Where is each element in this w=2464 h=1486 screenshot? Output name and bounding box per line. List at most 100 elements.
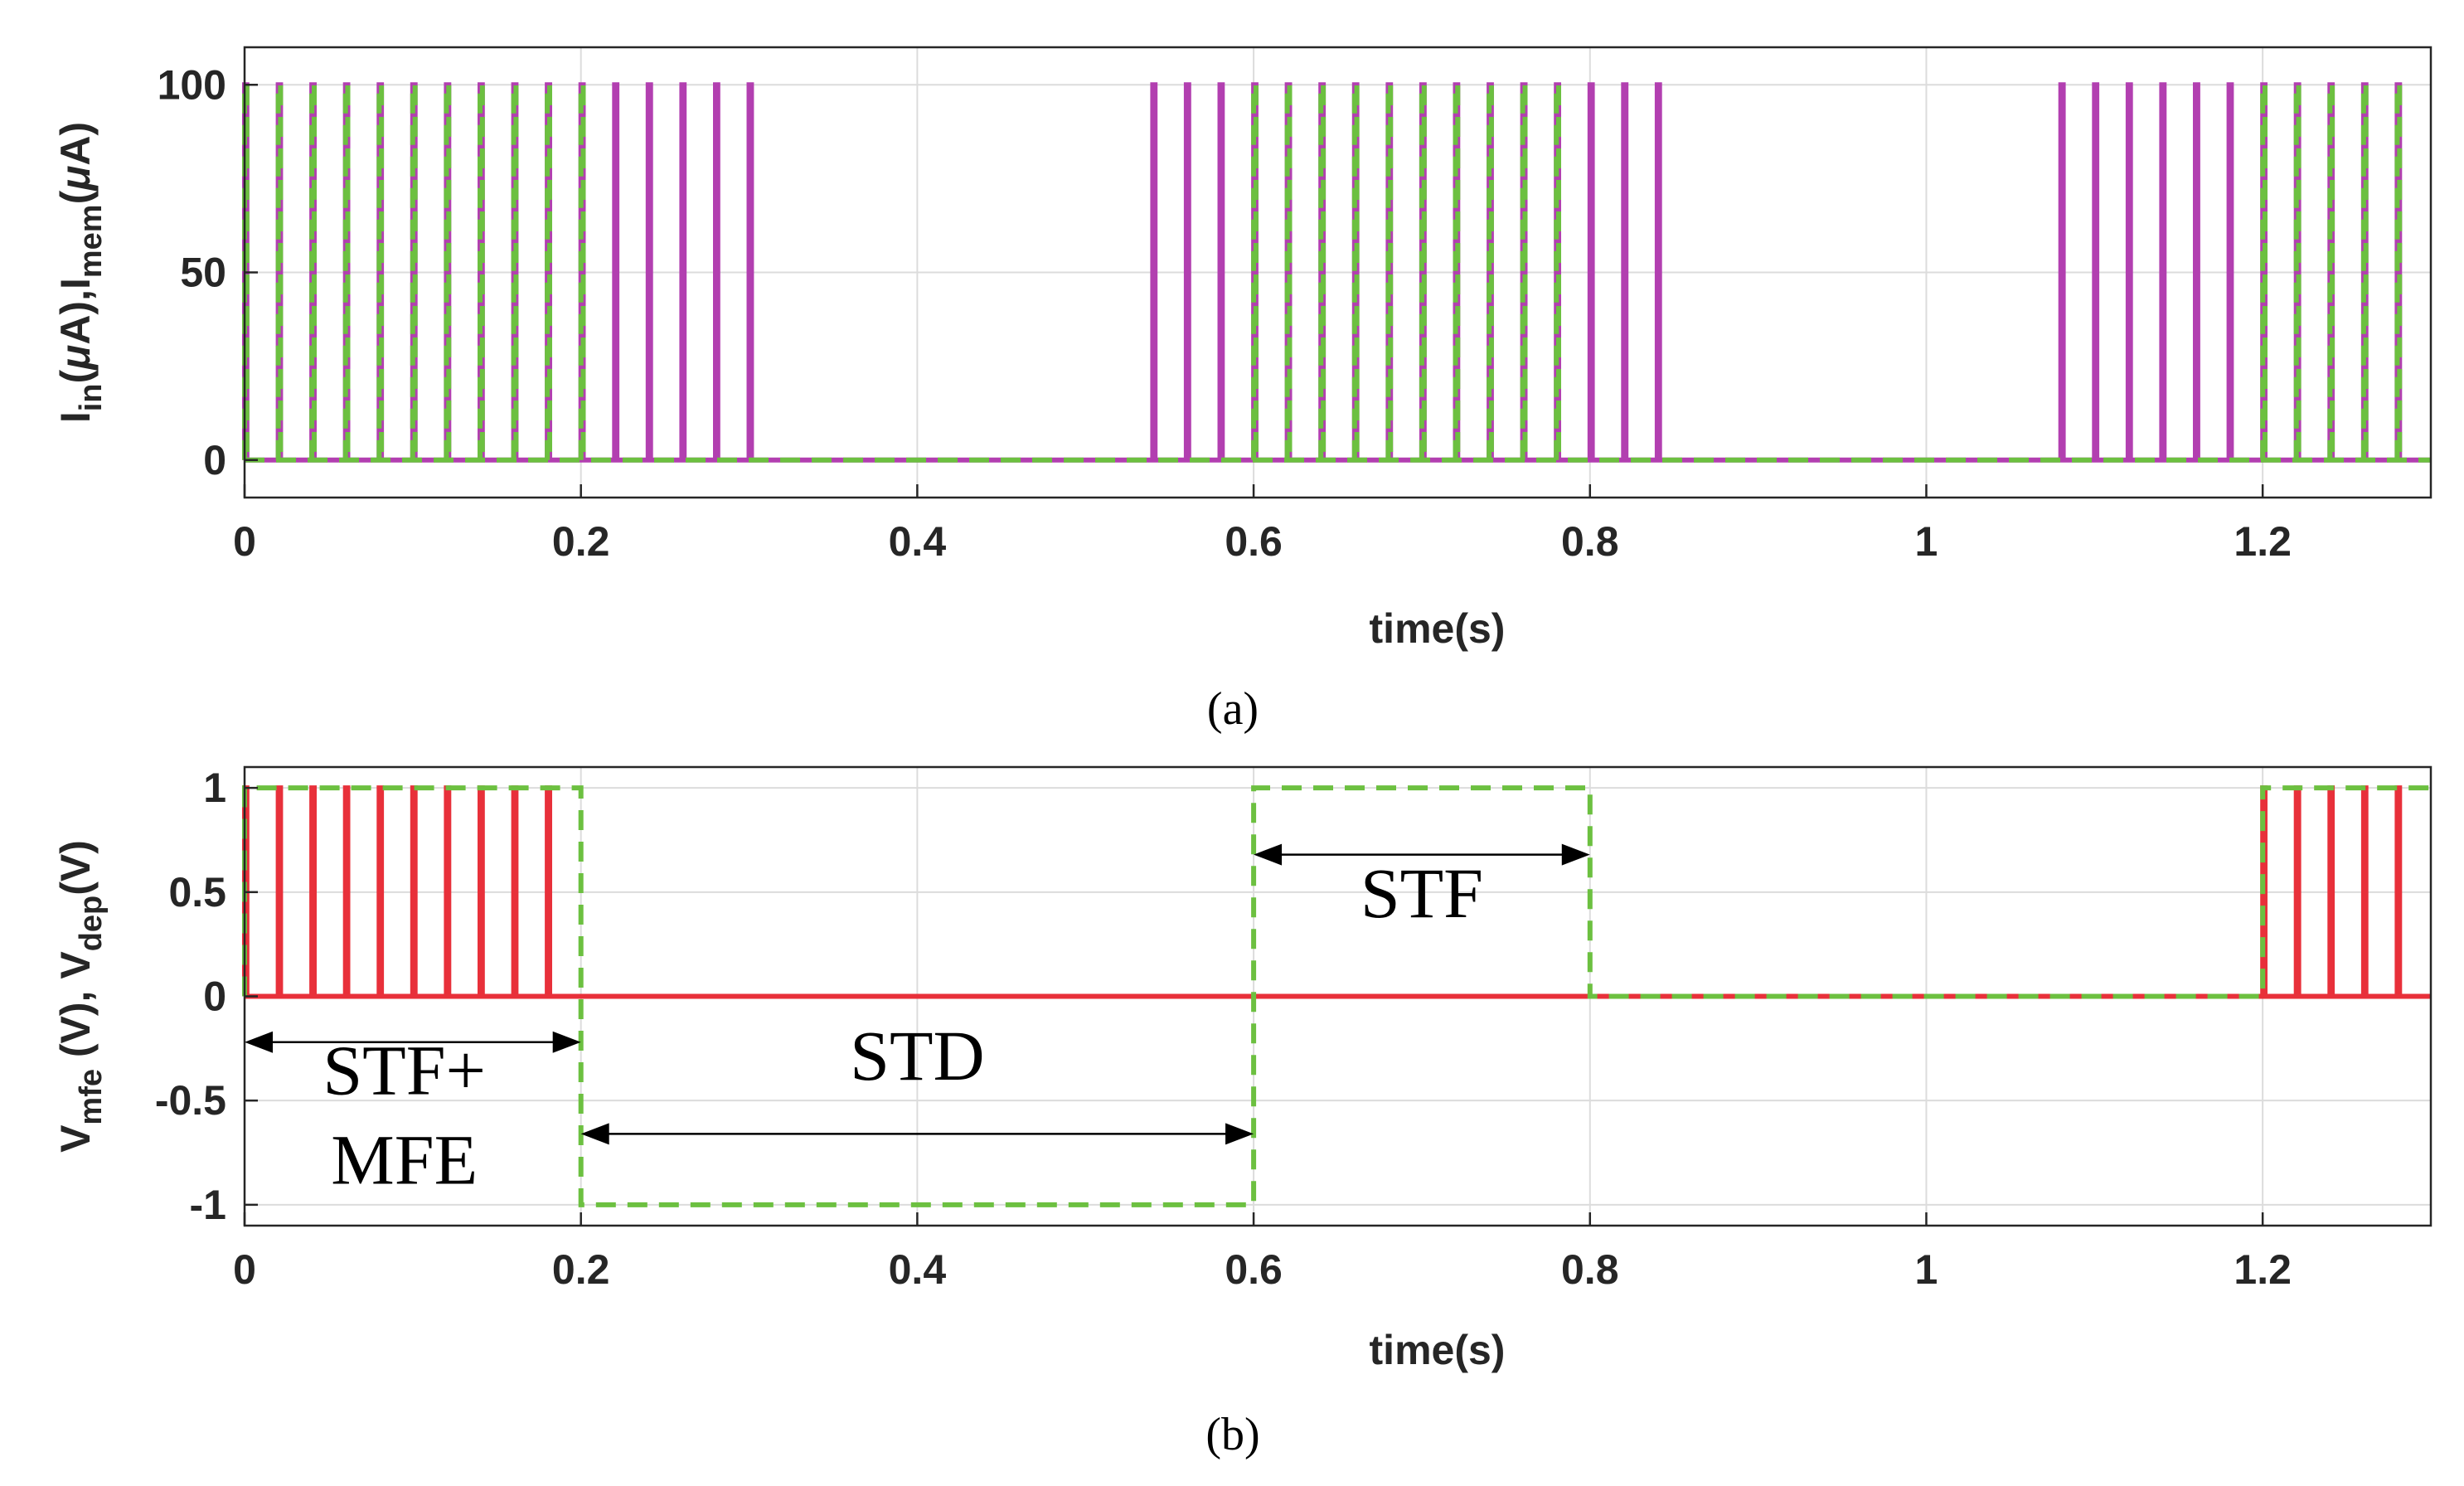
ytick-label-a-1: 50	[180, 250, 226, 296]
series-v-mfe-pulse-13	[2360, 785, 2369, 997]
caption-a: (a)	[1207, 683, 1259, 735]
annotation-stf-mfe-arrowhead-right	[552, 1031, 581, 1053]
y-axis-label-part: in	[74, 383, 109, 411]
series-i-in-pulse-13	[679, 82, 687, 460]
y-axis-label-part: dep	[74, 896, 109, 952]
series-v-mfe-pulse-1	[275, 785, 284, 997]
series-i-in-pulse-31	[1654, 82, 1662, 460]
y-axis-label-part: μ	[52, 166, 99, 192]
series-i-in-pulse-10	[578, 82, 586, 460]
ytick-label-a-0: 0	[203, 437, 226, 483]
xtick-label-a-6: 1.2	[2234, 518, 2292, 565]
series-i-in-pulse-8	[511, 82, 519, 460]
series-i-in-pulse-16	[1150, 82, 1158, 460]
series-v-mfe-pulse-3	[342, 785, 351, 997]
series-i-in-pulse-20	[1284, 82, 1293, 460]
annotation-stf-mfe-label-1: MFE	[331, 1120, 478, 1200]
y-axis-label-b: Vmfe (V), Vdep(V)	[52, 840, 109, 1153]
series-i-in-pulse-28	[1554, 82, 1561, 460]
y-axis-label-part: I	[52, 411, 99, 423]
series-i-in-pulse-38	[2260, 82, 2268, 460]
series-i-in-pulse-36	[2193, 82, 2200, 460]
series-i-in-pulse-9	[545, 82, 552, 460]
ytick-label-b-0: -1	[190, 1182, 226, 1228]
series-i-in-pulse-35	[2159, 82, 2167, 460]
ytick-label-b-4: 1	[203, 765, 226, 811]
annotation-stf-mfe-arrowhead-left	[245, 1031, 273, 1053]
series-v-mfe-pulse-14	[2394, 785, 2403, 997]
annotation-stf-arrowhead-right	[1561, 843, 1590, 866]
xtick-label-b-2: 0.4	[889, 1246, 947, 1293]
series-i-in-pulse-32	[2058, 82, 2066, 460]
ytick-label-b-2: 0	[203, 974, 226, 1020]
series-i-in-pulse-1	[275, 82, 284, 460]
caption-b: (b)	[1205, 1409, 1259, 1460]
series-i-in-pulse-34	[2125, 82, 2133, 460]
y-axis-label-part: mem	[74, 204, 109, 278]
annotation-stf-arrowhead-left	[1254, 843, 1283, 866]
annotation-std-arrowhead-right	[1225, 1123, 1254, 1145]
y-axis-label-a: Iin(μA),Imem(μA)	[52, 122, 109, 423]
y-axis-label-part: (V)	[52, 840, 99, 896]
xtick-label-b-3: 0.6	[1225, 1246, 1283, 1293]
series-v-mfe-pulse-8	[511, 785, 519, 997]
y-axis-label-part: A),I	[52, 278, 99, 345]
series-i-in-pulse-4	[376, 82, 385, 460]
x-axis-label-b: time(s)	[1370, 1327, 1506, 1373]
series-i-in-pulse-26	[1487, 82, 1494, 460]
xtick-label-b-4: 0.8	[1561, 1246, 1619, 1293]
series-group-a	[242, 82, 2431, 463]
annotation-std-label-0: STD	[850, 1016, 984, 1095]
series-i-in-pulse-6	[444, 82, 452, 460]
y-axis-label-part: A)	[52, 122, 99, 166]
annotation-std-arrowhead-left	[580, 1123, 609, 1145]
series-i-in-pulse-3	[342, 82, 351, 460]
y-axis-label-part: (	[52, 369, 99, 383]
series-i-in-pulse-41	[2360, 82, 2369, 460]
series-v-mfe-pulse-9	[545, 785, 552, 997]
y-axis-label-part: (	[52, 190, 99, 204]
series-i-in-pulse-37	[2226, 82, 2234, 460]
series-v-mfe-pulse-11	[2293, 785, 2302, 997]
series-i-in-pulse-19	[1251, 82, 1259, 460]
annotation-stf: STF	[1254, 843, 1590, 933]
series-i-in-pulse-22	[1351, 82, 1360, 460]
series-i-in-pulse-2	[309, 82, 317, 460]
series-i-in-pulse-21	[1318, 82, 1327, 460]
series-i-in-pulse-11	[612, 82, 620, 460]
series-v-mfe-pulse-5	[410, 785, 418, 997]
xtick-label-b-6: 1.2	[2234, 1246, 2292, 1293]
series-i-in-pulse-15	[746, 82, 754, 460]
xtick-label-a-0: 0	[233, 518, 256, 565]
xtick-label-a-5: 1	[1915, 518, 1938, 565]
series-i-in-pulse-39	[2293, 82, 2302, 460]
series-i-in-pulse-29	[1587, 82, 1595, 460]
ytick-label-b-3: 0.5	[168, 869, 226, 915]
xtick-label-a-3: 0.6	[1225, 518, 1283, 565]
series-v-mfe-pulse-7	[478, 785, 485, 997]
ytick-label-a-2: 100	[158, 61, 226, 108]
series-i-in-pulse-7	[478, 82, 485, 460]
series-v-mfe-pulse-4	[376, 785, 385, 997]
series-i-in-pulse-30	[1621, 82, 1629, 460]
series-v-dep-line	[242, 785, 2431, 1207]
y-axis-label-part: (V), V	[52, 951, 99, 1069]
series-i-in-pulse-12	[645, 82, 653, 460]
series-i-in-pulse-33	[2092, 82, 2100, 460]
xtick-label-a-1: 0.2	[552, 518, 610, 565]
annotation-stf-mfe-label-0: STF+	[323, 1031, 486, 1110]
series-i-in-pulse-17	[1183, 82, 1191, 460]
xtick-label-b-0: 0	[233, 1246, 256, 1293]
series-v-mfe-pulse-12	[2327, 785, 2335, 997]
series-i-in-pulse-25	[1453, 82, 1461, 460]
annotation-stf-mfe: STF+ MFE	[245, 1031, 581, 1200]
series-i-in-pulse-23	[1385, 82, 1394, 460]
xtick-label-b-1: 0.2	[552, 1246, 610, 1293]
series-i-in-pulse-42	[2394, 82, 2403, 460]
series-i-in-pulse-27	[1520, 82, 1528, 460]
y-axis-label-part: mfe	[74, 1069, 109, 1125]
annotation-std: STD	[580, 1016, 1254, 1145]
annotation-stf-label-0: STF	[1361, 853, 1483, 933]
ytick-label-b-1: -0.5	[155, 1077, 226, 1124]
